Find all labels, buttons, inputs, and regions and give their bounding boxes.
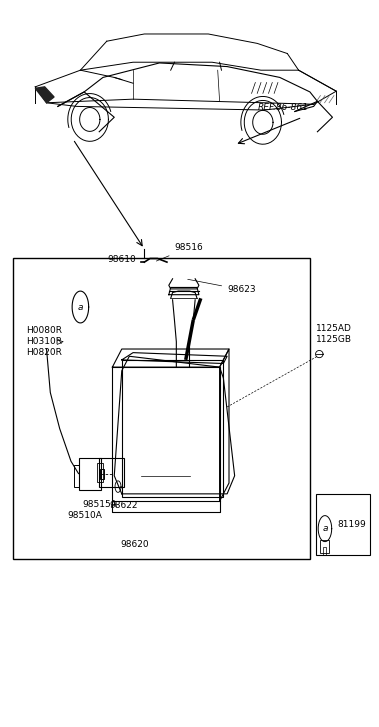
Text: 98622: 98622 xyxy=(110,501,138,510)
Text: H0080R: H0080R xyxy=(26,326,62,335)
Text: 81199: 81199 xyxy=(337,520,366,529)
Text: H0820R: H0820R xyxy=(26,348,62,357)
Bar xyxy=(13,259,310,559)
Bar xyxy=(100,468,105,479)
Text: a: a xyxy=(322,524,328,533)
Text: 98515A: 98515A xyxy=(82,499,117,509)
Text: 98610: 98610 xyxy=(107,255,136,264)
Text: 1125GB: 1125GB xyxy=(316,335,352,344)
Bar xyxy=(74,465,79,486)
Text: 98510A: 98510A xyxy=(67,511,102,521)
Bar xyxy=(320,540,329,553)
Polygon shape xyxy=(35,87,54,103)
Bar xyxy=(99,458,124,486)
Text: 98516: 98516 xyxy=(156,243,203,261)
Text: 98623: 98623 xyxy=(188,279,256,294)
Text: REF.86-861: REF.86-861 xyxy=(258,103,309,112)
Bar xyxy=(78,458,101,490)
Text: H0310R: H0310R xyxy=(26,337,62,346)
Text: a: a xyxy=(78,302,83,311)
Bar xyxy=(316,494,370,555)
Bar xyxy=(97,463,103,481)
Text: 98620: 98620 xyxy=(121,540,149,549)
Bar xyxy=(323,547,326,555)
Text: 1125AD: 1125AD xyxy=(316,324,351,333)
Bar xyxy=(122,360,223,497)
Bar xyxy=(113,367,219,501)
